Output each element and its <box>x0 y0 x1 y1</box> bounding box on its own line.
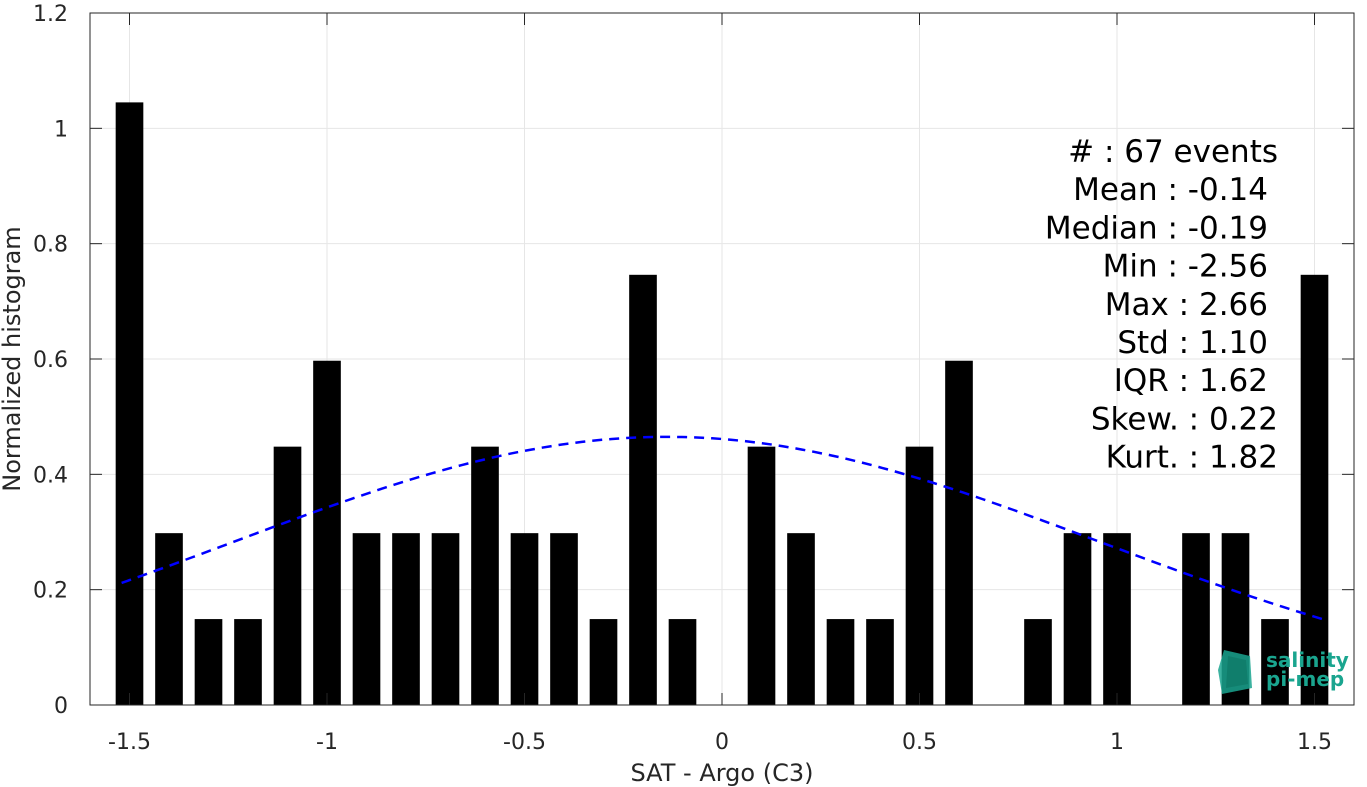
stat-line: Median : -0.19 <box>1045 210 1268 246</box>
stat-line: Min : -2.56 <box>1103 249 1268 285</box>
stat-line: Mean : -0.14 <box>1073 172 1268 208</box>
stat-line: Kurt. : 1.82 <box>1106 440 1278 476</box>
y-tick-label: 0.2 <box>33 579 68 604</box>
histogram-bar <box>510 533 539 705</box>
histogram-bar <box>1103 533 1131 705</box>
y-tick-label: 1.2 <box>33 2 68 27</box>
histogram-bar <box>1182 533 1210 705</box>
x-tick-label: -1.5 <box>108 730 151 755</box>
histogram-bar <box>471 446 499 705</box>
histogram-bar <box>1300 274 1329 705</box>
y-tick-label: 1 <box>54 117 68 142</box>
x-tick-label: 1 <box>1110 730 1124 755</box>
histogram-bar <box>115 102 144 706</box>
histogram-bar <box>352 533 381 705</box>
stat-line: IQR : 1.62 <box>1114 363 1268 399</box>
stat-line: Std : 1.10 <box>1117 325 1268 361</box>
logo-mark-shade-icon <box>1226 656 1248 688</box>
salinity-pimep-logo: salinity pi-mep <box>1218 648 1349 694</box>
y-tick-label: 0.6 <box>33 348 68 373</box>
histogram-bar <box>668 619 697 705</box>
axes-group <box>89 12 1355 706</box>
y-tick-label: 0 <box>54 694 68 719</box>
gaussian-fit-curve <box>121 435 1323 621</box>
histogram-bar <box>273 446 302 705</box>
histogram-bar <box>155 533 183 705</box>
x-tick-label: -1 <box>316 730 338 755</box>
x-tick-label: 0 <box>715 730 729 755</box>
histogram-bar <box>589 619 618 705</box>
histogram-bar <box>1063 533 1092 705</box>
histogram-bar <box>866 619 894 705</box>
logo-line1: salinity <box>1266 648 1349 672</box>
histogram-bar <box>905 446 934 705</box>
histogram-bar <box>194 619 223 705</box>
histogram-bar <box>550 533 578 705</box>
fit-curve-group <box>121 435 1323 621</box>
stat-line: Skew. : 0.22 <box>1091 401 1278 437</box>
y-axis-label: Normalized histogram <box>0 226 26 491</box>
tick-labels-group: -1.5 -1 -0.5 0 0.5 1 1.5 0 0.2 0.4 0.6 0.8 1 1.2 <box>33 2 1332 755</box>
y-tick-label: 0.4 <box>33 463 68 488</box>
histogram-bar <box>313 360 341 705</box>
stat-line: # : 67 events <box>1068 134 1278 170</box>
logo-line2: pi-mep <box>1266 667 1344 691</box>
histogram-bar <box>747 446 776 705</box>
x-tick-label: 1.5 <box>1297 730 1332 755</box>
histogram-bar <box>1261 619 1289 705</box>
histogram-bar <box>787 533 815 705</box>
histogram-bar <box>234 619 262 705</box>
histogram-bar <box>826 619 855 705</box>
histogram-bar <box>945 360 973 705</box>
histogram-bar <box>431 533 460 705</box>
stat-line: Max : 2.66 <box>1105 287 1268 323</box>
x-axis-label: SAT - Argo (C3) <box>631 759 814 787</box>
y-tick-label: 0.8 <box>33 233 68 258</box>
histogram-bar <box>629 274 657 705</box>
histogram-bar <box>392 533 420 705</box>
histogram-bar <box>1024 619 1052 705</box>
x-tick-label: -0.5 <box>503 730 546 755</box>
x-tick-label: 0.5 <box>902 730 937 755</box>
